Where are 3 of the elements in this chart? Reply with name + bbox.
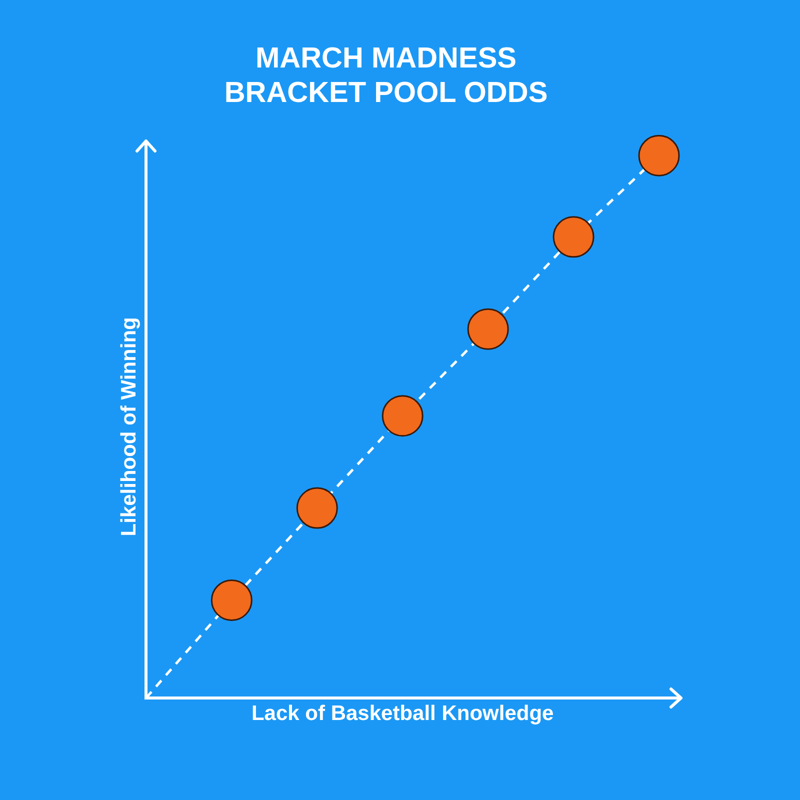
chart-title: MARCH MADNESS BRACKET POOL ODDS	[224, 42, 548, 110]
x-axis-title: Lack of Basketball Knowledge	[251, 702, 554, 726]
y-axis-title: Likelihood of Winning	[117, 317, 140, 536]
